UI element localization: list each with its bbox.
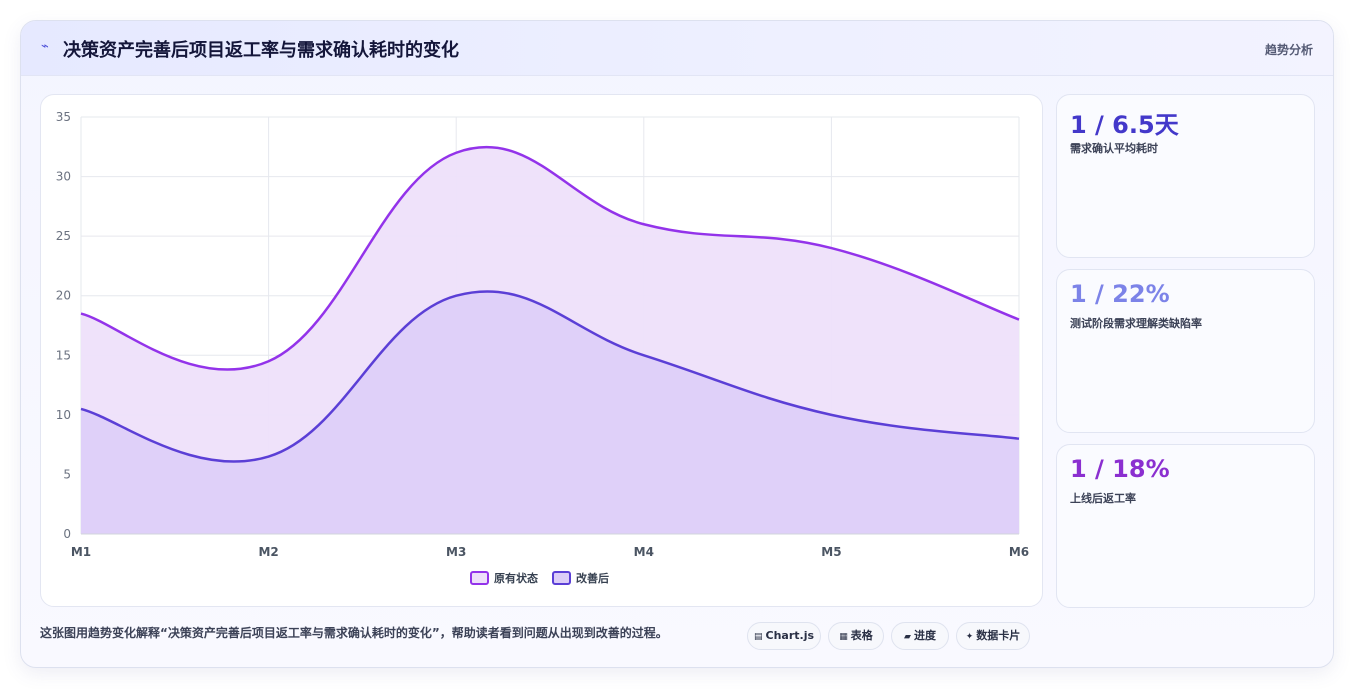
series-line <box>80 290 1020 463</box>
x-tick-label: M3 <box>446 545 466 559</box>
chip-label: Chart.js <box>765 629 815 642</box>
chip-table[interactable]: ▦ 表格 <box>828 622 884 650</box>
kpi-value: 1 / 22% <box>1070 280 1170 308</box>
chip-label: 表格 <box>850 629 873 642</box>
trend-icon: ⌁ <box>41 39 49 54</box>
chart-icon: ▤ <box>753 632 763 642</box>
chip-label: 数据卡片 <box>976 629 1021 642</box>
sparkle-icon: ✦ <box>965 632 974 642</box>
y-tick-label: 5 <box>63 467 71 481</box>
x-tick-label: M4 <box>634 545 654 559</box>
kpi-label: 上线后返工率 <box>1070 492 1136 505</box>
x-tick-label: M6 <box>1009 545 1029 559</box>
x-tick-label: M5 <box>821 545 841 559</box>
legend-label: 原有状态 <box>494 571 538 585</box>
y-tick-label: 0 <box>63 527 71 541</box>
chart-description: 这张图用趋势变化解释“决策资产完善后项目返工率与需求确认耗时的变化”，帮助读者看… <box>40 626 668 640</box>
kpi-value: 1 / 18% <box>1070 455 1170 483</box>
page-title: 决策资产完善后项目返工率与需求确认耗时的变化 <box>63 40 459 61</box>
legend-swatch <box>552 571 571 585</box>
legend-label: 改善后 <box>576 571 609 585</box>
card-header: ⌁ 决策资产完善后项目返工率与需求确认耗时的变化 趋势分析 <box>21 21 1333 76</box>
kpi-card-2: 1 / 22% 测试阶段需求理解类缺陷率 <box>1056 269 1315 433</box>
kpi-label: 测试阶段需求理解类缺陷率 <box>1070 317 1202 330</box>
chip-data-cards[interactable]: ✦ 数据卡片 <box>956 622 1030 650</box>
kpi-value: 1 / 6.5天 <box>1070 111 1179 139</box>
x-tick-label: M1 <box>71 545 91 559</box>
y-tick-label: 30 <box>56 170 71 184</box>
chip-label: 进度 <box>913 629 936 642</box>
series-area <box>81 291 1019 534</box>
area-chart: 0 5 10 15 20 25 30 35 M1 M2 M3 M4 M5 M6 原有状态 改善后 <box>56 110 1029 585</box>
chip-progress[interactable]: ▰ 进度 <box>891 622 949 650</box>
header-tag: 趋势分析 <box>1264 43 1313 57</box>
kpi-card-3: 1 / 18% 上线后返工率 <box>1056 444 1315 608</box>
chart-card: ⌁ 决策资产完善后项目返工率与需求确认耗时的变化 趋势分析 0 5 10 15 20 25… <box>20 20 1334 668</box>
table-icon: ▦ <box>839 632 848 642</box>
kpi-label: 需求确认平均耗时 <box>1070 142 1158 155</box>
y-tick-label: 35 <box>56 110 71 124</box>
legend-swatch <box>470 571 489 585</box>
x-tick-label: M2 <box>258 545 278 559</box>
y-tick-label: 10 <box>56 408 71 422</box>
progress-icon: ▰ <box>904 632 911 642</box>
kpi-card-1: 1 / 6.5天 需求确认平均耗时 <box>1056 94 1315 258</box>
y-tick-label: 15 <box>56 348 71 362</box>
chart-panel: 0 5 10 15 20 25 30 35 M1 M2 M3 M4 M5 M6 原有状态 改善后 <box>40 94 1043 607</box>
chip-chartjs[interactable]: ▤ Chart.js <box>747 622 821 650</box>
y-tick-label: 25 <box>56 229 71 243</box>
y-tick-label: 20 <box>56 289 71 303</box>
series-line <box>80 145 1020 371</box>
